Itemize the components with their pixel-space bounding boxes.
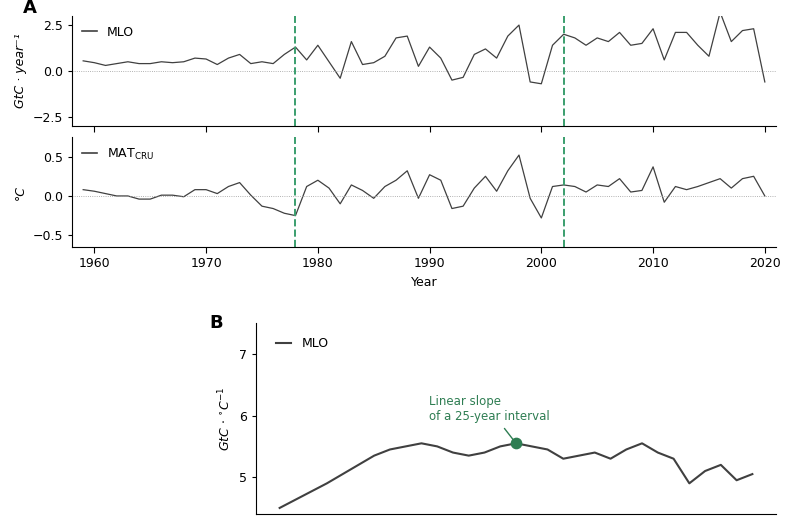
Y-axis label: °C: °C: [14, 184, 27, 199]
Y-axis label: GtC · year⁻¹: GtC · year⁻¹: [14, 33, 27, 108]
X-axis label: Year: Year: [410, 276, 438, 289]
Text: B: B: [210, 314, 223, 332]
Text: A: A: [22, 0, 37, 17]
Legend: MAT$_{\mathregular{CRU}}$: MAT$_{\mathregular{CRU}}$: [78, 143, 158, 166]
Legend: MLO: MLO: [78, 22, 138, 42]
Text: Linear slope
of a 25-year interval: Linear slope of a 25-year interval: [430, 395, 550, 441]
Point: [510, 439, 522, 447]
Text: GtC $\cdot$ $^{\circ}$C$^{-1}$: GtC $\cdot$ $^{\circ}$C$^{-1}$: [217, 387, 233, 450]
Legend: MLO: MLO: [273, 333, 332, 354]
